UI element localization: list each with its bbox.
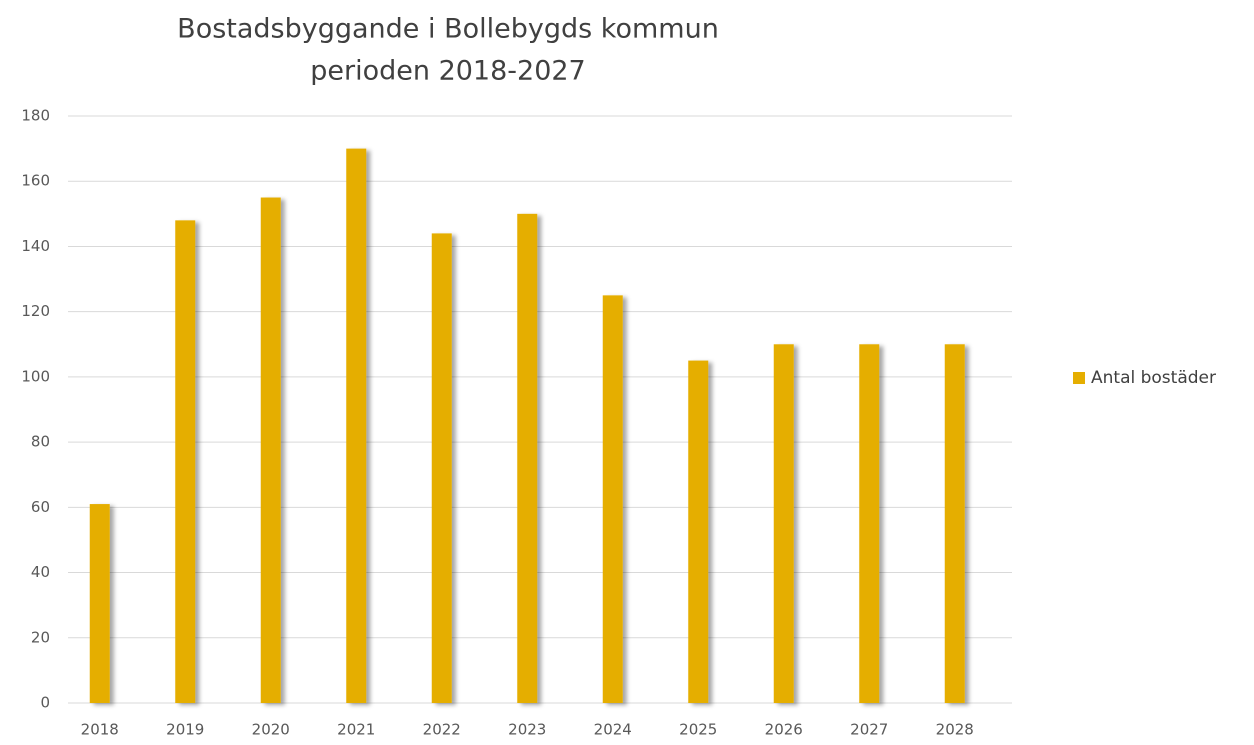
bar [859,344,880,703]
y-tick-label: 20 [31,628,50,646]
x-tick-label: 2025 [679,721,717,739]
bar [944,344,965,703]
chart-subtitle: perioden 2018-2027 [310,56,585,87]
x-tick-label: 2024 [594,721,632,739]
x-tick-label: 2027 [850,721,888,739]
y-tick-label: 180 [21,107,50,125]
bar [688,360,709,703]
y-tick-label: 0 [40,694,50,712]
x-tick-label: 2018 [81,721,119,739]
y-tick-label: 60 [31,498,50,516]
x-tick-label: 2019 [166,721,204,739]
x-tick-label: 2020 [252,721,290,739]
bar [260,197,281,703]
y-tick-label: 40 [31,563,50,581]
legend-swatch [1073,372,1085,384]
chart-title: Bostadsbyggande i Bollebygds kommun [177,14,719,45]
legend-label: Antal bostäder [1091,368,1216,388]
bar [517,213,538,704]
y-tick-label: 100 [21,367,50,385]
y-tick-label: 160 [21,172,50,190]
x-tick-label: 2022 [423,721,461,739]
x-tick-label: 2028 [936,721,974,739]
x-tick-label: 2026 [765,721,803,739]
y-tick-label: 80 [31,433,50,451]
bar [602,295,623,703]
y-tick-label: 140 [21,237,50,255]
x-tick-label: 2021 [337,721,375,739]
bar [773,344,794,703]
x-tick-label: 2023 [508,721,546,739]
bar [431,233,452,703]
bar [89,504,110,703]
y-tick-label: 120 [21,302,50,320]
bar [346,148,367,704]
bar [175,220,196,703]
